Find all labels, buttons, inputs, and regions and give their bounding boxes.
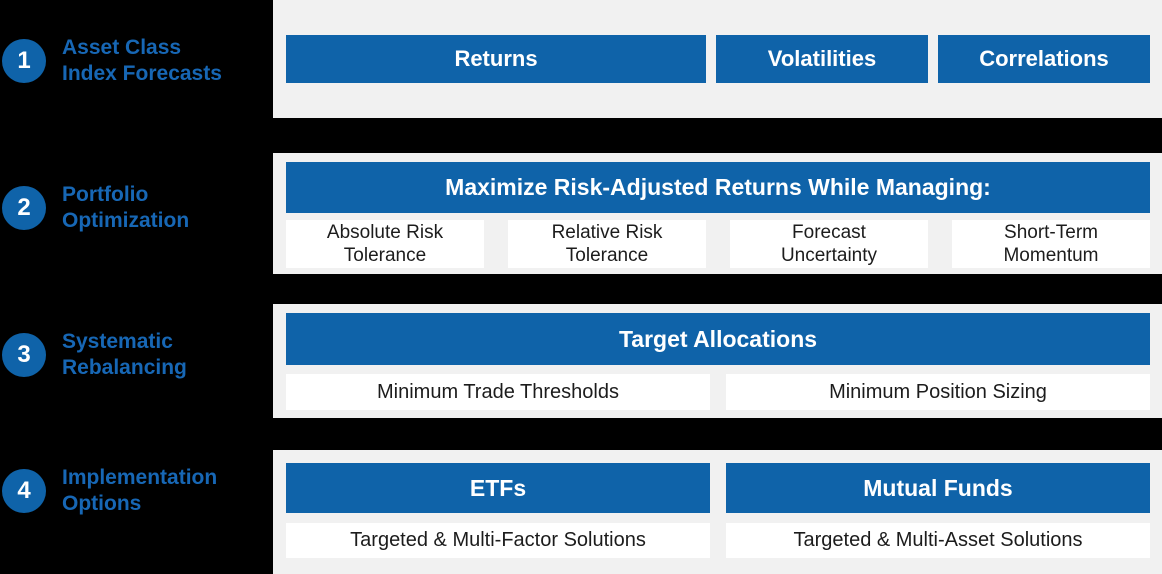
step-2-number-badge: 2: [2, 186, 46, 230]
step-4-label: Implementation Options: [62, 465, 217, 517]
target-allocations-bar: Target Allocations: [286, 313, 1150, 365]
step-2-label: Portfolio Optimization: [62, 182, 189, 234]
box-line1: Forecast: [792, 222, 866, 243]
step-label-line2: Index Forecasts: [62, 62, 222, 85]
rebalancing-rules-row: Minimum Trade Thresholds Minimum Positio…: [286, 374, 1150, 410]
etfs-header-bar: ETFs: [286, 463, 710, 513]
minimum-trade-thresholds-box: Minimum Trade Thresholds: [286, 374, 710, 410]
mutual-funds-header-bar: Mutual Funds: [726, 463, 1150, 513]
step-number: 2: [17, 194, 31, 221]
relative-risk-tolerance-box: Relative Risk Tolerance: [508, 220, 706, 268]
correlations-bar: Correlations: [938, 35, 1150, 83]
step-number: 1: [17, 47, 31, 74]
absolute-risk-tolerance-box: Absolute Risk Tolerance: [286, 220, 484, 268]
step-label-line1: Portfolio: [62, 183, 149, 206]
step-1-number-badge: 1: [2, 39, 46, 83]
panel-portfolio-optimization: Maximize Risk-Adjusted Returns While Man…: [273, 153, 1162, 274]
step-3-label: Systematic Rebalancing: [62, 329, 187, 381]
implementation-columns: ETFs Targeted & Multi-Factor Solutions M…: [286, 450, 1150, 574]
box-line2: Momentum: [1003, 245, 1099, 266]
step-label-line1: Systematic: [62, 330, 173, 353]
box-line1: Absolute Risk: [326, 222, 444, 243]
step-2-portfolio-optimization: 2 Portfolio Optimization: [0, 177, 273, 239]
optimization-factors-row: Absolute Risk Tolerance Relative Risk To…: [286, 220, 1150, 268]
step-4-number-badge: 4: [2, 469, 46, 513]
box-line2: Uncertainty: [780, 245, 878, 266]
step-3-number-badge: 3: [2, 333, 46, 377]
step-1-asset-class-forecasts: 1 Asset Class Index Forecasts: [0, 30, 273, 92]
panel-systematic-rebalancing: Target Allocations Minimum Trade Thresho…: [273, 304, 1162, 418]
step-label-line2: Options: [62, 492, 142, 515]
volatilities-bar: Volatilities: [716, 35, 928, 83]
forecast-bars-row: Returns Volatilities Correlations: [286, 35, 1150, 83]
box-line2: Tolerance: [565, 245, 649, 266]
step-4-implementation-options: 4 Implementation Options: [0, 460, 273, 522]
step-1-label: Asset Class Index Forecasts: [62, 35, 222, 87]
mutual-funds-solutions-box: Targeted & Multi-Asset Solutions: [726, 523, 1150, 558]
step-number: 3: [17, 341, 31, 368]
panel-implementation-options: ETFs Targeted & Multi-Factor Solutions M…: [273, 450, 1162, 574]
etfs-column: ETFs Targeted & Multi-Factor Solutions: [286, 450, 710, 574]
step-label-line2: Rebalancing: [62, 356, 187, 379]
step-label-line1: Implementation: [62, 466, 218, 489]
box-line1: Short-Term: [1004, 222, 1098, 243]
box-line2: Tolerance: [343, 245, 427, 266]
step-3-systematic-rebalancing: 3 Systematic Rebalancing: [0, 324, 273, 386]
forecast-uncertainty-box: Forecast Uncertainty: [730, 220, 928, 268]
optimization-header-bar: Maximize Risk-Adjusted Returns While Man…: [286, 162, 1150, 213]
step-label-line1: Asset Class: [62, 36, 182, 59]
short-term-momentum-box: Short-Term Momentum: [952, 220, 1150, 268]
step-label-line2: Optimization: [62, 209, 190, 232]
returns-bar: Returns: [286, 35, 706, 83]
panel-asset-class-forecasts: Returns Volatilities Correlations: [273, 0, 1162, 118]
etfs-solutions-box: Targeted & Multi-Factor Solutions: [286, 523, 710, 558]
box-line1: Relative Risk: [551, 222, 663, 243]
minimum-position-sizing-box: Minimum Position Sizing: [726, 374, 1150, 410]
mutual-funds-column: Mutual Funds Targeted & Multi-Asset Solu…: [726, 450, 1150, 574]
step-number: 4: [17, 477, 31, 504]
